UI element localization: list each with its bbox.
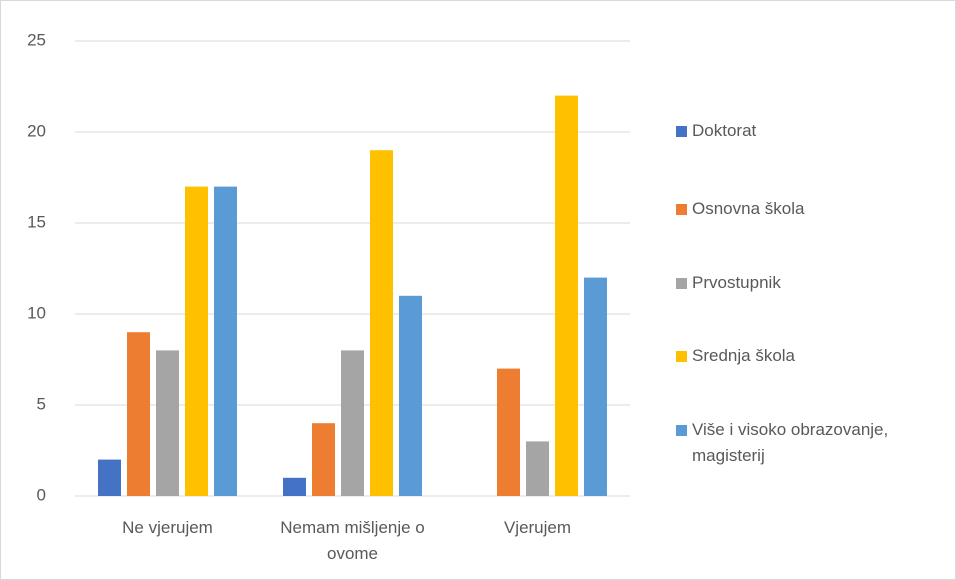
bar [555, 95, 578, 496]
bar [312, 423, 335, 496]
bar [156, 350, 179, 496]
y-tick-label: 5 [37, 394, 46, 413]
legend-label: Doktorat [692, 121, 757, 140]
bar [214, 186, 237, 496]
bar [98, 459, 121, 496]
y-tick-label: 25 [27, 30, 46, 49]
x-tick-label: Ne vjerujem [122, 518, 213, 537]
legend-label: Više i visoko obrazovanje, magisterij [692, 420, 889, 465]
bar [341, 350, 364, 496]
bar [370, 150, 393, 496]
legend-swatch [676, 278, 687, 289]
legend-swatch [676, 126, 687, 137]
legend-swatch [676, 351, 687, 362]
bar [399, 295, 422, 496]
bar [497, 368, 520, 496]
legend-item: Prvostupnik [676, 270, 956, 296]
legend-swatch [676, 425, 687, 436]
legend-label: Prvostupnik [692, 273, 781, 292]
legend-item: Doktorat [676, 118, 956, 144]
legend-swatch [676, 204, 687, 215]
legend-item: Osnovna škola [676, 196, 956, 222]
legend-item: Više i visoko obrazovanje, magisterij [676, 417, 956, 469]
bar [185, 186, 208, 496]
y-tick-label: 10 [27, 303, 46, 322]
x-tick-label: Nemam mišljenje o ovome [280, 518, 425, 563]
y-tick-label: 0 [37, 485, 46, 504]
bar [127, 332, 150, 496]
legend-item: Srednja škola [676, 343, 956, 369]
legend-label: Osnovna škola [692, 199, 805, 218]
y-tick-label: 15 [27, 212, 46, 231]
x-tick-label: Vjerujem [503, 518, 572, 537]
bar [283, 477, 306, 496]
bar [584, 277, 607, 496]
y-tick-label: 20 [27, 121, 46, 140]
legend-label: Srednja škola [692, 346, 796, 365]
bar [526, 441, 549, 496]
